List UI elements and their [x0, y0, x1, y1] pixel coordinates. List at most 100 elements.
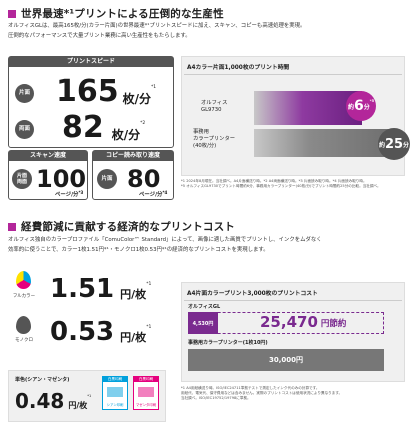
single-color-cost-value: 0.48: [15, 389, 65, 413]
copy-speed-box: コピー読み取り速度 片面 80 ページ/分*4: [92, 150, 174, 200]
chart1-title: A4カラー片面1,000枚のプリント時間: [187, 65, 290, 71]
section-marker: [8, 222, 16, 231]
section2-footnotes: *1 A4用紙横送り時。ISO/IEC24711準拠テストで測定したインク代のみ…: [181, 386, 407, 401]
copy-speed-header: コピー読み取り速度: [93, 151, 173, 161]
section2-title: 経費節減に貢献する経済的なプリントコスト: [21, 221, 235, 233]
note-mark: *1: [151, 85, 157, 90]
duplex-speed-unit: 枚/分: [111, 128, 141, 142]
badge-unit: 分: [403, 141, 410, 149]
footnote-line: 当社調べ。ISO/IEC19752/19798に準拠。: [181, 396, 251, 400]
mono-ink-icon: [16, 316, 31, 334]
saving-unit: 円節約: [320, 319, 347, 329]
single-color-cost: 0.48 円/枚 *1: [15, 391, 91, 411]
copy-badge: 片面: [97, 169, 117, 189]
section1-title: 世界最速*¹プリントによる圧倒的な生産性: [21, 8, 224, 20]
note-mark: *5: [369, 99, 375, 103]
row-label-line: カラープリンター: [193, 136, 236, 142]
row-label-line: オルフィス: [201, 100, 228, 106]
saving-value: 25,470: [260, 313, 318, 331]
scan-unit-line: ページ/分*3: [55, 190, 83, 198]
chart1-bar-office: [254, 129, 392, 157]
chart1-badge-office: 約 25 分: [378, 128, 410, 160]
simplex-speed-value: 165: [56, 74, 119, 109]
mono-cost-unit: 円/枚: [120, 331, 147, 344]
scan-badge: 片面 両面: [12, 169, 32, 189]
mono-label: モノクロ: [15, 338, 33, 343]
badge-unit: 分: [363, 103, 370, 111]
section1-intro: オルフィスGLは、最高165枚/分(カラー片面)の世界最速*¹プリントスピードに…: [8, 21, 408, 41]
row-label-line: 事務用: [193, 129, 209, 135]
footnote-line: 用紙代、電気代、保守費用などは含みません。実際のプリントコストは使用状況により異…: [181, 391, 343, 395]
chart2-bar-office: 30,000円: [188, 349, 384, 371]
duplex-speed-value: 82: [62, 110, 104, 145]
mono-cost-value: 0.53: [50, 317, 115, 347]
ink-drop-icon: [16, 316, 31, 334]
card-illustration: [138, 387, 154, 397]
note-mark: *4: [162, 190, 168, 195]
print-speed-box: プリントスピード 片面 165 枚/分 *1 両面 82 枚/分 *2: [8, 56, 174, 148]
section2-intro: オルフィス独自のカラープロファイル「ComuColor™ Standard」によ…: [8, 235, 408, 255]
speed-row-duplex: 両面 82 枚/分 *2: [15, 113, 145, 143]
footnote-line: *5 オルフィスGL9730でプリント時間約6分、事務用カラープリンター(40枚…: [181, 184, 381, 188]
simplex-badge: 片面: [15, 84, 34, 103]
section1-heading: 世界最速*¹プリントによる圧倒的な生産性: [8, 6, 224, 21]
chart1-bar-gl9730: [254, 91, 362, 125]
full-color-cost: 1.51 円/枚 *1: [50, 276, 151, 302]
full-color-cost-value: 1.51: [50, 274, 115, 304]
print-cost-chart: A4片面カラープリント3,000枚のプリントコスト オルフィスGL 4,530円…: [181, 282, 405, 382]
chart2-office-label: 事務用カラープリンター(1枚10円): [188, 340, 268, 346]
section-marker: [8, 9, 16, 18]
badge-value: 6: [353, 98, 364, 114]
chart1-badge-gl9730: 約 6 分 *5: [346, 91, 376, 121]
scan-speed-unit: ページ/分: [55, 192, 79, 198]
badge-line: 片面: [16, 172, 27, 179]
chart2-saving: 25,470 円節約: [260, 313, 346, 331]
simplex-speed-unit: 枚/分: [122, 92, 152, 106]
scan-row: 片面 両面 100: [12, 167, 86, 191]
copy-speed-unit: ページ/分: [139, 192, 163, 198]
card-top-label: 白黒印刷: [103, 377, 127, 382]
print-speed-header: プリントスピード: [9, 57, 173, 67]
scan-speed-value: 100: [36, 165, 87, 193]
single-color-cost-unit: 円/枚: [68, 401, 88, 410]
badge-prefix: 約: [347, 103, 354, 111]
intro-line: オルフィスGLは、最高165枚/分(カラー片面)の世界最速*¹プリントスピードに…: [8, 23, 306, 29]
duplex-badge: 両面: [15, 120, 34, 139]
single-color-cost-box: 単色(シアン・マゼンタ) 0.48 円/枚 *1 白黒印刷 シアン印刷 白黒印刷…: [8, 370, 166, 422]
single-color-header: 単色(シアン・マゼンタ): [15, 377, 70, 383]
card-bottom-label: シアン印刷: [106, 403, 124, 407]
row-label-line: (40枚/分): [193, 143, 217, 149]
copy-unit-line: ページ/分*4: [139, 190, 167, 198]
speed-row-simplex: 片面 165 枚/分 *1: [15, 77, 156, 107]
mono-cost: 0.53 円/枚 *1: [50, 319, 151, 345]
footnote-line: *1 2024年8月現在。当社調べ。A4片面横送り時。*2 A4両面横送り時。*…: [181, 179, 367, 183]
office-cost-label: 30,000円: [268, 356, 303, 364]
intro-line: オルフィス独自のカラープロファイル「ComuColor™ Standard」によ…: [8, 237, 322, 243]
full-color-label: フルカラー: [12, 294, 36, 299]
badge-value: 25: [384, 136, 404, 152]
divider: [184, 74, 402, 75]
card-illustration: [107, 387, 123, 397]
card-bottom-label: マゼンタ印刷: [135, 403, 157, 407]
note-mark: *1: [146, 325, 152, 330]
cyan-print-card: 白黒印刷 シアン印刷: [102, 376, 128, 410]
section1-footnotes: *1 2024年8月現在。当社調べ。A4片面横送り時。*2 A4両面横送り時。*…: [181, 179, 407, 189]
row-label-line: GL9730: [201, 107, 222, 113]
note-mark: *1: [87, 394, 92, 398]
magenta-print-card: 白黒印刷 マゼンタ印刷: [133, 376, 159, 410]
badge-line: 両面: [16, 179, 27, 185]
full-color-cost-unit: 円/枚: [120, 288, 147, 301]
chart2-title: A4片面カラープリント3,000枚のプリントコスト: [187, 291, 318, 297]
print-time-chart: A4カラー片面1,000枚のプリント時間 オルフィス GL9730 事務用 カラ…: [181, 56, 410, 176]
note-mark: *3: [78, 190, 84, 195]
chart1-row2-label: 事務用 カラープリンター (40枚/分): [193, 129, 235, 150]
full-color-ink-icon: [16, 271, 31, 289]
badge-prefix: 約: [378, 141, 385, 149]
copy-speed-value: 80: [127, 165, 161, 193]
chart2-gl-label: オルフィスGL: [188, 304, 221, 310]
card-top-label: 白黒印刷: [134, 377, 158, 382]
chart1-row1-label: オルフィス GL9730: [201, 100, 227, 114]
footnote-line: *1 A4用紙横送り時。ISO/IEC24711準拠テストで測定したインク代のみ…: [181, 386, 320, 390]
intro-line: 圧倒的なパフォーマンスで大量プリント業務に高い生産性をもたらします。: [8, 33, 191, 39]
note-mark: *2: [140, 121, 146, 126]
